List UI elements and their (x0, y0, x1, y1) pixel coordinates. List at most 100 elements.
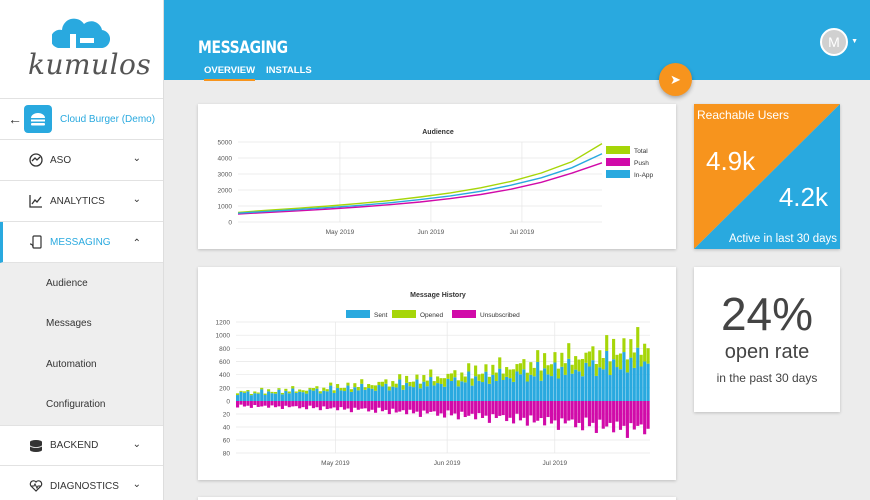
bar-opened (632, 352, 636, 368)
nav-item-backend[interactable]: BACKEND ⌄ (0, 425, 163, 466)
bar-sent (367, 388, 371, 401)
bar-opened (498, 357, 502, 369)
bar-unsubscribed (367, 401, 371, 412)
bar-sent (249, 395, 253, 401)
bar-sent (505, 376, 509, 401)
bar-unsubscribed (484, 401, 488, 416)
bar-opened (418, 383, 422, 389)
bar-unsubscribed (505, 401, 509, 422)
heartbeat-icon (28, 478, 44, 494)
reach-total: 4.9k (706, 146, 756, 176)
y-tick-label: 800 (219, 346, 230, 353)
bar-sent (301, 392, 305, 401)
bar-opened (446, 373, 450, 379)
bar-unsubscribed (470, 401, 474, 414)
bar-sent (605, 350, 609, 401)
bar-opened (322, 387, 326, 391)
bar-unsubscribed (612, 401, 616, 433)
bar-opened (411, 381, 416, 388)
bar-sent (480, 382, 485, 401)
bar-opened (253, 391, 257, 394)
send-message-button[interactable]: ➤ (659, 63, 692, 96)
bar-sent (563, 374, 567, 401)
bar-sent (625, 372, 629, 401)
bar-sent (415, 379, 419, 401)
kumulos-logo[interactable]: kumulos (0, 0, 163, 98)
bar-opened (267, 389, 271, 392)
bar-opened (618, 353, 623, 370)
bar-unsubscribed (401, 401, 405, 411)
bar-unsubscribed (236, 401, 240, 408)
page-title: MESSAGING (198, 38, 288, 58)
bar-opened (587, 351, 592, 367)
bar-unsubscribed (301, 401, 305, 408)
logo-text: kumulos (28, 48, 152, 81)
bar-sent (436, 383, 440, 401)
bar-unsubscribed (332, 401, 336, 408)
bar-sent (270, 393, 274, 401)
bar-unsubscribed (646, 401, 650, 429)
nav-item-analytics[interactable]: ANALYTICS ⌄ (0, 181, 163, 222)
bar-unsubscribed (594, 401, 598, 433)
avatar[interactable]: M (820, 28, 848, 56)
sub-item-messages[interactable]: Messages (0, 303, 163, 344)
y-tick-label: 40 (223, 425, 231, 432)
nav-label-aso: ASO (50, 154, 72, 166)
nav-item-diagnostics[interactable]: DIAGNOSTICS ⌄ (0, 466, 163, 500)
nav-item-messaging[interactable]: MESSAGING ⌃ (0, 222, 163, 263)
bar-unsubscribed (529, 401, 533, 416)
bar-unsubscribed (256, 401, 260, 407)
bar-opened (298, 389, 302, 392)
app-selector[interactable]: ← Cloud Burger (Demo) (0, 98, 163, 140)
bar-unsubscribed (432, 401, 436, 412)
bar-sent (418, 388, 422, 401)
bar-unsubscribed (391, 401, 395, 409)
bar-sent (287, 393, 291, 401)
bar-unsubscribed (356, 401, 360, 410)
bar-unsubscribed (532, 401, 536, 423)
nav-label-diagnostics: DIAGNOSTICS (50, 480, 119, 492)
y-tick-label: 600 (219, 359, 230, 366)
bar-opened (311, 388, 316, 391)
bar-opened (515, 364, 519, 372)
bar-opened (387, 386, 391, 391)
caret-down-icon[interactable]: ▼ (851, 38, 858, 45)
bar-unsubscribed (405, 401, 409, 415)
nav-item-aso[interactable]: ASO ⌄ (0, 140, 163, 181)
tab-overview[interactable]: OVERVIEW (204, 65, 256, 81)
tab-installs[interactable]: INSTALLS (266, 65, 312, 76)
bar-unsubscribed (560, 401, 564, 419)
y-tick-label: 2000 (218, 188, 233, 195)
arrow-left-icon[interactable]: ← (8, 111, 22, 127)
open-rate-label: open rate (724, 341, 810, 363)
bar-opened (398, 374, 402, 380)
legend-label: Unsubscribed (480, 312, 520, 319)
bar-unsubscribed (643, 401, 647, 435)
bar-unsubscribed (315, 401, 319, 408)
sub-item-automation[interactable]: Automation (0, 344, 163, 385)
bar-sent (394, 387, 398, 401)
aso-icon (28, 152, 44, 168)
bar-unsubscribed (615, 401, 619, 422)
bar-opened (246, 390, 250, 392)
sub-item-audience[interactable]: Audience (0, 263, 163, 304)
bar-opened (374, 385, 378, 391)
bar-unsubscribed (463, 401, 467, 418)
bar-sent (636, 347, 640, 401)
bar-opened (308, 387, 312, 390)
legend-label: In-App (634, 172, 654, 179)
bar-sent (339, 390, 343, 401)
sub-item-configuration[interactable]: Configuration (0, 384, 163, 425)
bar-unsubscribed (360, 401, 364, 409)
bar-unsubscribed (398, 401, 402, 412)
bar-opened (301, 390, 305, 393)
bar-opened (460, 372, 464, 382)
bar-unsubscribed (581, 401, 585, 431)
bar-sent (612, 359, 616, 401)
bar-unsubscribed (346, 401, 350, 409)
y-tick-label: 400 (219, 372, 230, 379)
bar-opened (380, 381, 385, 387)
bar-opened (536, 350, 540, 362)
bar-unsubscribed (629, 401, 633, 424)
bar-unsubscribed (349, 401, 353, 413)
